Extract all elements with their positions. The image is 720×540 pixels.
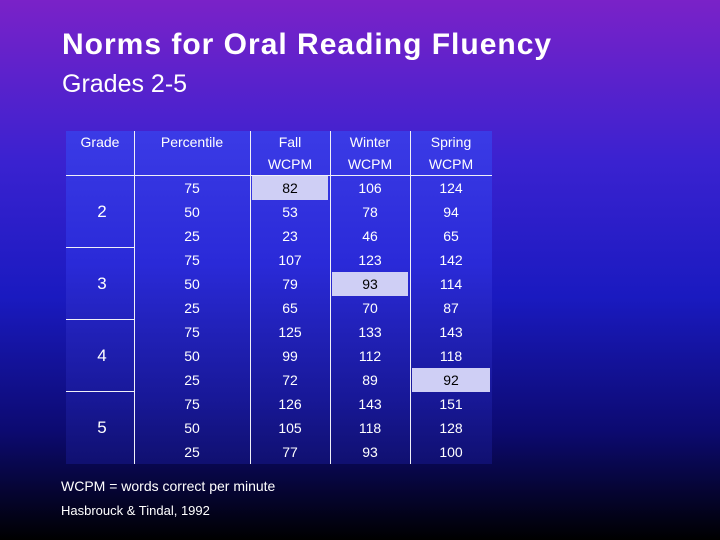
table-cell-percentile: 75 (184, 180, 200, 196)
table-cell-fall: 53 (282, 204, 298, 220)
table-cell-spring: 87 (443, 300, 459, 316)
table-cell-spring: 114 (439, 276, 463, 292)
grade-divider (66, 247, 134, 248)
table-cell-spring: 143 (439, 324, 463, 340)
table-cell-spring: 94 (443, 204, 459, 220)
table-cell-percentile: 75 (184, 252, 200, 268)
table-cell-spring: 151 (439, 396, 463, 412)
header-spring-unit: WCPM (428, 156, 474, 172)
table-cell-winter: 112 (358, 348, 382, 364)
header-winter-season: Winter (349, 134, 391, 150)
table-cell-percentile: 75 (184, 324, 200, 340)
header-grade: Grade (80, 134, 120, 150)
column-divider (134, 131, 135, 464)
table-cell-percentile: 50 (184, 420, 200, 436)
table-cell-fall: 65 (282, 300, 298, 316)
table-cell-fall: 107 (278, 252, 302, 268)
table-cell-fall: 77 (282, 444, 298, 460)
table-cell-winter: 123 (358, 252, 382, 268)
header-fall: Fall WCPM (252, 131, 328, 175)
table-cell-winter: 89 (362, 372, 378, 388)
table-cell-percentile: 75 (184, 396, 200, 412)
table-cell-spring: 92 (412, 368, 490, 392)
table-cell-fall: 72 (282, 372, 298, 388)
header-winter: Winter WCPM (332, 131, 408, 175)
table-cell-fall: 125 (278, 324, 302, 340)
table-cell-spring: 118 (439, 348, 463, 364)
header-winter-unit: WCPM (347, 156, 393, 172)
table-cell-winter: 118 (358, 420, 382, 436)
norms-table: Grade Percentile Fall WCPM Winter WCPM S… (66, 131, 492, 464)
table-cell-percentile: 50 (184, 276, 200, 292)
table-cell-fall: 23 (282, 228, 298, 244)
table-cell-winter: 106 (358, 180, 382, 196)
column-divider (330, 131, 331, 464)
column-divider (410, 131, 411, 464)
table-cell-percentile: 25 (184, 372, 200, 388)
header-spring-season: Spring (430, 134, 472, 150)
header-spring: Spring WCPM (412, 131, 490, 175)
slide-title: Norms for Oral Reading Fluency (62, 28, 553, 61)
table-cell-winter: 70 (362, 300, 378, 316)
grade-divider (66, 319, 134, 320)
table-cell-fall: 99 (282, 348, 298, 364)
table-cell-spring: 142 (439, 252, 463, 268)
table-cell-spring: 124 (439, 180, 463, 196)
table-cell-fall: 82 (252, 176, 328, 200)
table-cell-fall: 79 (282, 276, 298, 292)
table-cell-fall: 126 (278, 396, 302, 412)
grade-number: 5 (97, 418, 107, 437)
grade-number: 2 (97, 202, 107, 221)
grade-number: 3 (97, 274, 107, 293)
table-cell-winter: 133 (358, 324, 382, 340)
table-cell-percentile: 25 (184, 300, 200, 316)
wcpm-footnote: WCPM = words correct per minute (61, 478, 276, 494)
table-cell-winter: 93 (362, 444, 378, 460)
header-fall-unit: WCPM (267, 156, 313, 172)
source-citation: Hasbrouck & Tindal, 1992 (61, 503, 210, 518)
table-cell-percentile: 50 (184, 348, 200, 364)
header-percentile: Percentile (160, 134, 224, 150)
header-fall-season: Fall (278, 134, 302, 150)
table-cell-winter: 78 (362, 204, 378, 220)
table-cell-spring: 100 (439, 444, 463, 460)
table-cell-fall: 105 (278, 420, 302, 436)
grade-number: 4 (97, 346, 107, 365)
table-cell-percentile: 50 (184, 204, 200, 220)
table-cell-spring: 128 (439, 420, 463, 436)
table-cell-percentile: 25 (184, 444, 200, 460)
table-cell-winter: 46 (362, 228, 378, 244)
table-cell-winter: 143 (358, 396, 382, 412)
header-divider (66, 175, 492, 176)
grade-divider (66, 391, 134, 392)
column-divider (250, 131, 251, 464)
table-cell-spring: 65 (443, 228, 459, 244)
table-cell-winter: 93 (332, 272, 408, 296)
slide-subtitle: Grades 2-5 (62, 70, 188, 98)
table-cell-percentile: 25 (184, 228, 200, 244)
